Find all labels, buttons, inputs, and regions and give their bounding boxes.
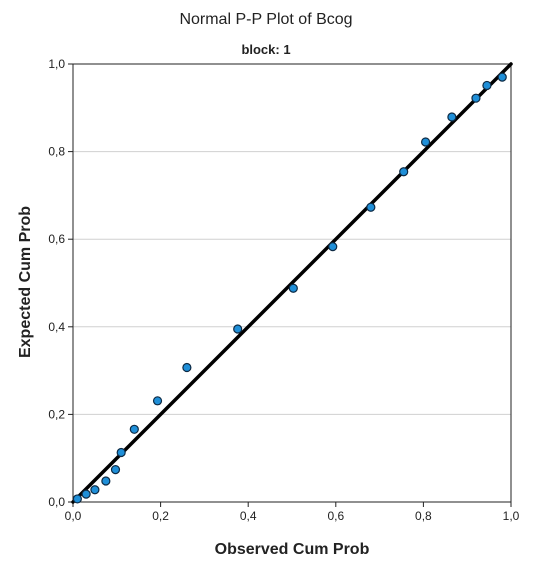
data-point (72, 494, 82, 504)
axis-ticks: 0,0 0,2 0,4 0,6 0,8 1,0 0,0 0,2 0,4 0,6 0,8 1,0 (48, 57, 519, 523)
y-tick-label: 0,8 (48, 145, 65, 159)
x-tick-label: 0,2 (152, 509, 169, 523)
data-point (366, 202, 376, 212)
data-point (182, 362, 192, 373)
data-point (233, 324, 243, 334)
data-points (72, 72, 507, 504)
x-tick-label: 0,6 (327, 509, 344, 523)
data-point (81, 489, 91, 499)
x-axis-label: Observed Cum Prob (215, 541, 370, 558)
y-tick-label: 0,4 (48, 320, 65, 334)
data-point (288, 283, 298, 293)
data-point (101, 476, 111, 486)
data-point (129, 424, 139, 434)
y-tick-label: 1,0 (48, 57, 65, 71)
data-point (90, 485, 100, 495)
data-point (482, 80, 492, 91)
data-point (471, 93, 481, 103)
x-tick-label: 0,8 (415, 509, 432, 523)
y-tick-label: 0,0 (48, 495, 65, 509)
gridlines (73, 151, 511, 415)
data-point (116, 447, 126, 458)
x-tick-label: 1,0 (503, 509, 520, 523)
plot-frame (72, 63, 512, 503)
data-point (420, 137, 431, 147)
y-axis-label: Expected Cum Prob (17, 206, 34, 358)
y-tick-label: 0,6 (48, 232, 65, 246)
chart-title: Normal P-P Plot of Bcog (179, 11, 352, 28)
x-tick-label: 0,4 (240, 509, 257, 523)
data-point (399, 167, 409, 177)
data-point (447, 112, 457, 122)
data-point (110, 464, 121, 475)
reference-line (71, 62, 513, 504)
y-tick-label: 0,2 (48, 407, 65, 421)
data-point (152, 396, 163, 406)
chart-subtitle: block: 1 (241, 42, 290, 57)
data-point (328, 242, 338, 252)
data-point (497, 72, 507, 82)
x-tick-label: 0,0 (65, 509, 82, 523)
